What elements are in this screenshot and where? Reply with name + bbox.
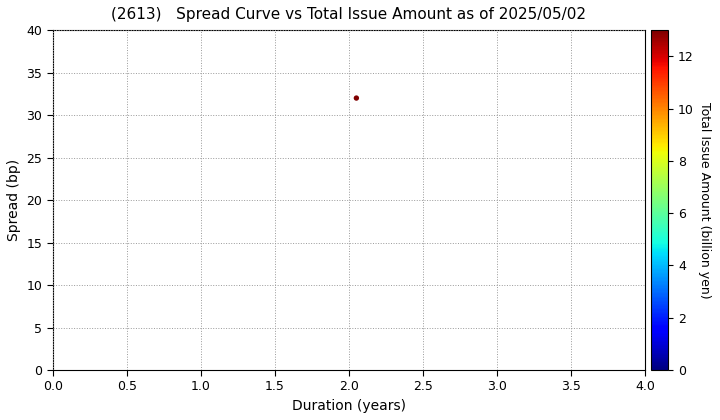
- Point: [351, 94, 362, 101]
- Y-axis label: Total Issue Amount (billion yen): Total Issue Amount (billion yen): [698, 102, 711, 298]
- X-axis label: Duration (years): Duration (years): [292, 399, 406, 413]
- Title: (2613)   Spread Curve vs Total Issue Amount as of 2025/05/02: (2613) Spread Curve vs Total Issue Amoun…: [112, 7, 587, 22]
- Y-axis label: Spread (bp): Spread (bp): [7, 159, 21, 241]
